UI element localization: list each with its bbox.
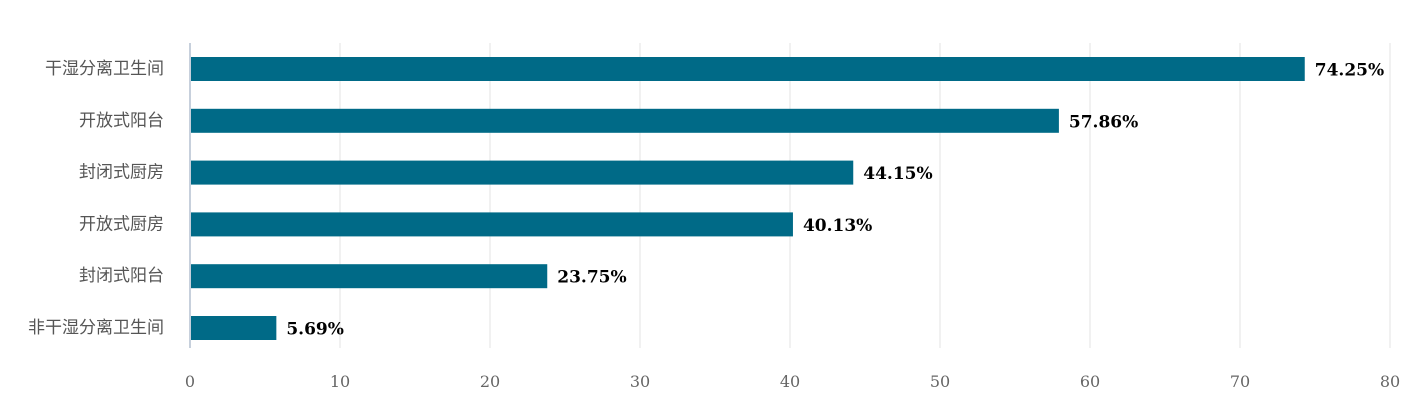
x-tick-label-1: 10 — [330, 372, 350, 391]
x-tick-label-8: 80 — [1380, 372, 1400, 391]
x-axis-ticks: 0 10 20 30 40 50 60 70 80 — [185, 372, 1400, 391]
bar-4 — [191, 264, 548, 289]
bar-2 — [191, 160, 854, 185]
grid-lines — [339, 43, 1391, 348]
bars — [191, 57, 1305, 340]
data-label-2: 44.15% — [863, 164, 932, 184]
category-label-3: 开放式厨房 — [79, 214, 164, 234]
data-label-4: 23.75% — [557, 268, 626, 288]
x-tick-label-4: 40 — [780, 372, 800, 391]
data-label-1: 57.86% — [1069, 112, 1138, 132]
x-tick-label-6: 60 — [1080, 372, 1100, 391]
bar-1 — [191, 108, 1059, 133]
category-label-4: 封闭式阳台 — [79, 266, 164, 286]
x-tick-label-5: 50 — [930, 372, 950, 391]
data-label-0: 74.25% — [1315, 61, 1384, 81]
x-tick-label-2: 20 — [480, 372, 500, 391]
bar-0 — [191, 57, 1305, 81]
category-label-0: 干湿分离卫生间 — [45, 59, 164, 79]
category-label-1: 开放式阳台 — [79, 111, 164, 131]
data-labels: 74.25% 57.86% 44.15% 40.13% 23.75% 5.69% — [286, 61, 1384, 340]
bar-3 — [191, 212, 793, 237]
x-tick-label-0: 0 — [185, 372, 195, 391]
data-label-5: 5.69% — [286, 320, 344, 340]
data-label-3: 40.13% — [803, 216, 872, 236]
category-label-2: 封闭式厨房 — [79, 163, 164, 183]
x-tick-label-3: 30 — [630, 372, 650, 391]
bar-5 — [191, 316, 277, 340]
category-label-5: 非干湿分离卫生间 — [28, 318, 164, 338]
x-tick-label-7: 70 — [1230, 372, 1250, 391]
